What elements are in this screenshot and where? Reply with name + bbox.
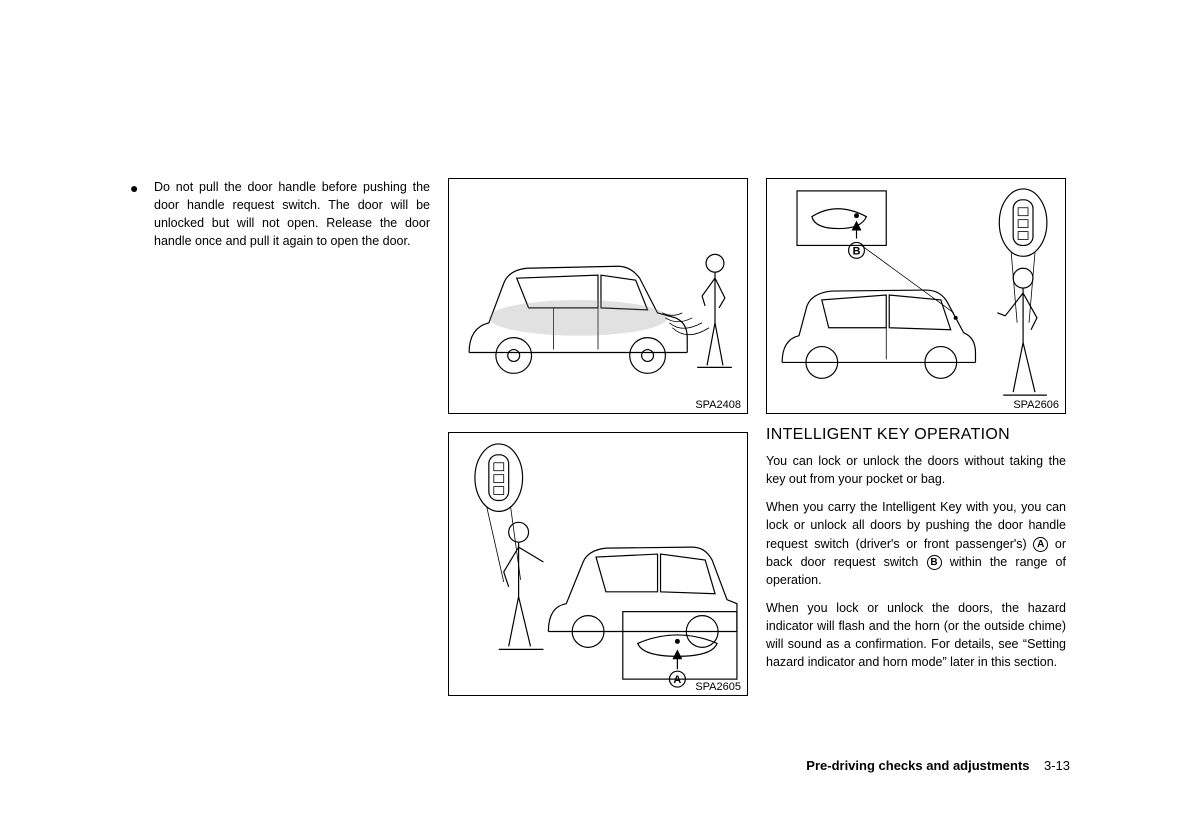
circled-a-inline: A	[1033, 537, 1048, 552]
paragraph-2: When you carry the Intelligent Key with …	[766, 498, 1066, 589]
figure-label: SPA2605	[695, 681, 741, 693]
key-back-door-illustration: B	[767, 179, 1065, 413]
column-right: B	[766, 178, 1066, 696]
car-door-signal-illustration	[449, 179, 747, 413]
figure-spa2606: B	[766, 178, 1066, 414]
paragraph-3: When you lock or unlock the doors, the h…	[766, 599, 1066, 672]
section-heading: INTELLIGENT KEY OPERATION	[766, 426, 1066, 444]
bullet-text: Do not pull the door handle before pushi…	[154, 178, 430, 251]
figure-label: SPA2606	[1013, 399, 1059, 411]
figure-spa2605: A SPA2605	[448, 432, 748, 696]
circled-b-inline: B	[927, 555, 942, 570]
column-left: ● Do not pull the door handle before pus…	[130, 178, 430, 696]
page-footer: Pre-driving checks and adjustments 3-13	[806, 758, 1070, 773]
callout-a-label: A	[673, 674, 681, 686]
three-column-layout: ● Do not pull the door handle before pus…	[130, 178, 1070, 696]
bullet-item: ● Do not pull the door handle before pus…	[130, 178, 430, 251]
footer-section: Pre-driving checks and adjustments	[806, 758, 1029, 773]
figure-label: SPA2408	[695, 399, 741, 411]
figure-spa2408: SPA2408	[448, 178, 748, 414]
footer-page-number: 3-13	[1044, 758, 1070, 773]
key-front-door-illustration: A	[449, 433, 747, 695]
paragraph-1: You can lock or unlock the doors without…	[766, 452, 1066, 488]
bullet-dot-icon: ●	[130, 178, 154, 251]
callout-b-label: B	[853, 245, 861, 257]
column-middle: SPA2408	[448, 178, 748, 696]
p2-part-a: When you carry the Intelligent Key with …	[766, 500, 1066, 550]
manual-page: ● Do not pull the door handle before pus…	[130, 178, 1070, 696]
